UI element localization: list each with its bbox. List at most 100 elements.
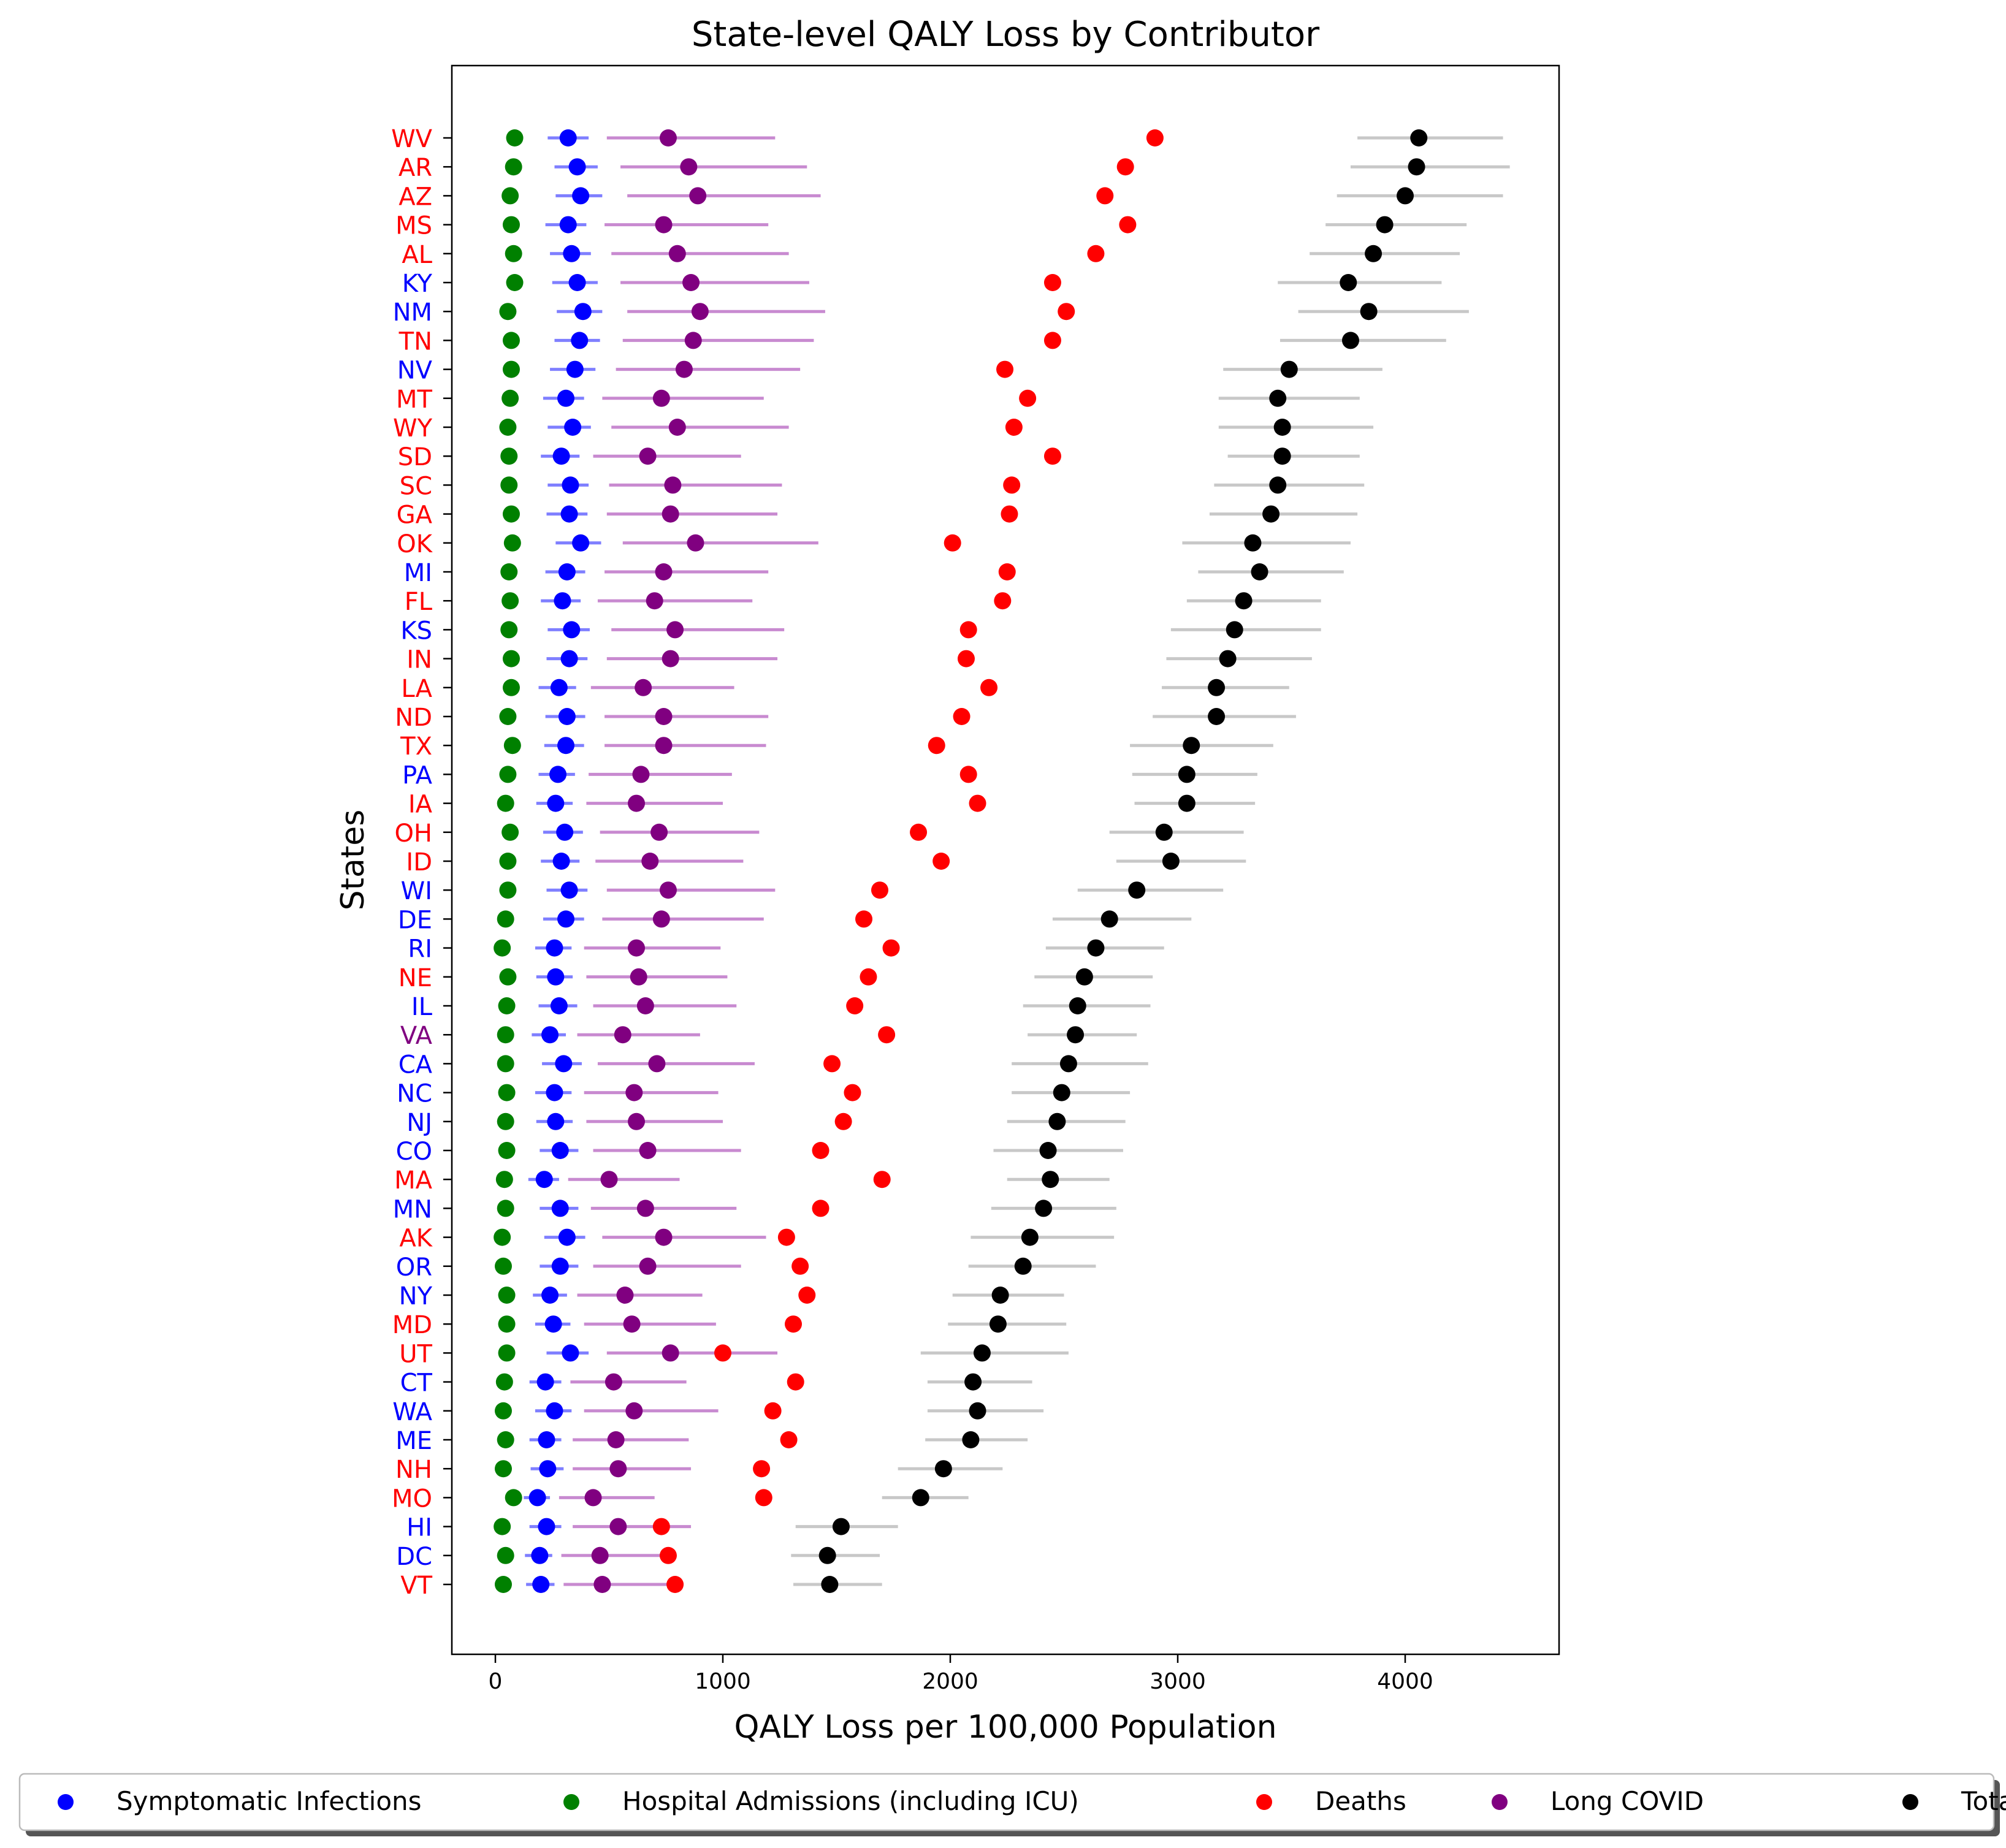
deaths-point: [996, 360, 1014, 378]
state-label: ME: [395, 1427, 432, 1455]
hospital-point: [498, 1344, 516, 1362]
hospital-point: [497, 794, 514, 812]
deaths-point: [1003, 476, 1021, 494]
total-point: [1251, 563, 1268, 580]
deaths-point: [1005, 419, 1023, 436]
state-label: MS: [395, 212, 432, 240]
symptomatic-point: [547, 968, 565, 986]
state-row-az: AZ: [399, 183, 1503, 211]
symptomatic-point: [549, 766, 567, 783]
total-point: [1048, 1112, 1066, 1130]
state-label: MA: [394, 1166, 433, 1195]
legend-label: Total: [1961, 1786, 2006, 1816]
deaths-point: [928, 737, 945, 755]
symptomatic-point: [571, 332, 589, 349]
hospital-point: [502, 332, 520, 349]
symptomatic-point: [554, 592, 571, 610]
symptomatic-point: [541, 1287, 559, 1304]
long-covid-point: [662, 650, 679, 667]
state-label: DC: [396, 1543, 432, 1571]
state-label: CT: [400, 1369, 433, 1397]
symptomatic-point: [535, 1171, 553, 1188]
symptomatic-point: [538, 1431, 555, 1448]
total-point: [1128, 881, 1146, 899]
legend-item: Symptomatic Infections: [58, 1786, 422, 1816]
state-row-la: LA: [401, 675, 1289, 703]
state-row-in: IN: [406, 646, 1312, 674]
long-covid-point: [635, 679, 652, 696]
total-point: [1226, 621, 1243, 639]
long-covid-point: [659, 129, 677, 146]
long-covid-point: [584, 1489, 602, 1507]
symptomatic-point: [546, 939, 563, 957]
legend-marker: [1492, 1794, 1508, 1810]
deaths-point: [652, 1518, 670, 1535]
deaths-point: [834, 1112, 852, 1130]
state-row-ny: NY: [399, 1282, 1064, 1310]
state-row-ut: UT: [399, 1340, 1069, 1368]
symptomatic-point: [546, 1084, 563, 1101]
state-row-me: ME: [395, 1427, 1028, 1455]
state-label: DE: [398, 906, 432, 934]
deaths-point: [994, 592, 1012, 610]
hospital-point: [502, 360, 520, 378]
deaths-point: [753, 1460, 771, 1478]
total-point: [1069, 997, 1086, 1014]
deaths-point: [823, 1055, 841, 1073]
long-covid-point: [607, 1431, 625, 1448]
long-covid-point: [655, 216, 673, 234]
total-point: [1273, 447, 1291, 465]
state-row-co: CO: [396, 1138, 1123, 1166]
legend-label: Deaths: [1315, 1786, 1406, 1816]
state-label: LA: [401, 675, 432, 703]
deaths-point: [777, 1228, 795, 1246]
hospital-point: [497, 910, 514, 928]
hospital-point: [494, 939, 511, 957]
deaths-point: [812, 1142, 829, 1159]
long-covid-point: [641, 853, 659, 870]
long-covid-point: [655, 1228, 673, 1246]
hospital-point: [497, 1546, 514, 1564]
state-label: ID: [406, 848, 432, 876]
hospital-point: [494, 1518, 511, 1535]
chart-title: State-level QALY Loss by Contributor: [692, 15, 1320, 55]
hospital-point: [494, 1576, 512, 1593]
state-row-vt: VT: [400, 1572, 882, 1600]
state-row-or: OR: [396, 1253, 1096, 1282]
state-row-il: IL: [411, 993, 1151, 1021]
state-row-ia: IA: [408, 791, 1256, 819]
symptomatic-point: [538, 1518, 555, 1535]
state-row-ct: CT: [400, 1369, 1032, 1397]
state-label: SD: [398, 443, 432, 471]
hospital-point: [497, 1431, 514, 1448]
hospital-point: [494, 1402, 512, 1420]
state-row-md: MD: [392, 1311, 1067, 1339]
state-label: VT: [400, 1572, 432, 1600]
hospital-point: [498, 1084, 516, 1101]
deaths-point: [798, 1287, 816, 1304]
long-covid-point: [609, 1460, 627, 1478]
symptomatic-point: [560, 505, 578, 523]
state-row-al: AL: [402, 241, 1460, 269]
long-covid-point: [639, 1257, 657, 1275]
legend: Symptomatic Infections Hospital Admission…: [18, 1773, 2006, 1836]
deaths-point: [959, 766, 977, 783]
state-row-dc: DC: [396, 1543, 880, 1571]
symptomatic-point: [562, 1344, 579, 1362]
legend-box: [18, 1773, 1995, 1831]
state-label: VA: [400, 1022, 433, 1050]
hospital-point: [494, 1228, 511, 1246]
symptomatic-point: [568, 158, 586, 176]
state-label: IA: [408, 791, 433, 819]
deaths-point: [1019, 389, 1037, 407]
hospital-point: [498, 1287, 516, 1304]
total-point: [1273, 419, 1291, 436]
deaths-point: [764, 1402, 782, 1420]
state-row-nm: NM: [393, 298, 1469, 327]
total-point: [1408, 158, 1425, 176]
symptomatic-point: [547, 794, 565, 812]
symptomatic-point: [536, 1373, 554, 1391]
symptomatic-point: [560, 881, 578, 899]
long-covid-point: [668, 419, 686, 436]
state-label: WI: [401, 877, 432, 905]
